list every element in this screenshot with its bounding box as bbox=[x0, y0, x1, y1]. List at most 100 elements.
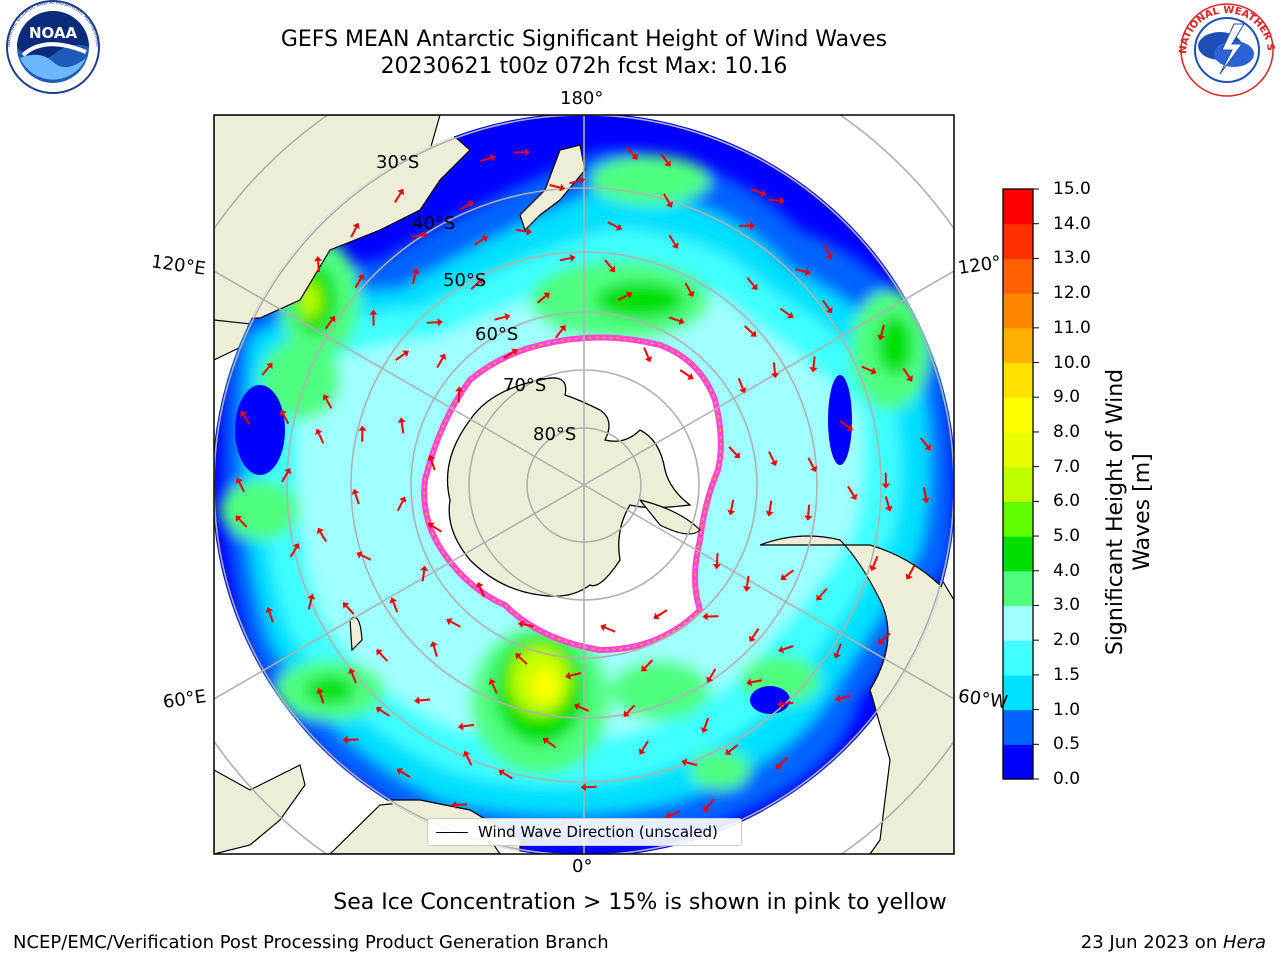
colorbar-swatch bbox=[1003, 362, 1033, 398]
arrow-head-icon bbox=[543, 292, 550, 299]
wave-direction-arrow bbox=[715, 553, 719, 565]
colorbar-swatch bbox=[1003, 327, 1033, 364]
arrow-head-icon bbox=[712, 563, 721, 570]
wave-direction-arrow bbox=[663, 193, 671, 204]
wave-direction-arrow bbox=[822, 299, 831, 310]
wave-direction-arrow bbox=[744, 325, 754, 335]
parallel-label: 50°S bbox=[443, 270, 487, 291]
wave-direction-arrow bbox=[396, 500, 404, 512]
antarctica bbox=[446, 377, 692, 597]
colorbar-swatch bbox=[1003, 466, 1033, 502]
chart-title: GEFS MEAN Antarctic Significant Height o… bbox=[280, 27, 888, 52]
wave-direction-arrow bbox=[354, 277, 362, 289]
arrow-head-icon bbox=[644, 356, 653, 363]
arrow-head-icon bbox=[352, 222, 360, 230]
arrow-head-icon bbox=[402, 350, 409, 357]
colorbar-swatch bbox=[1003, 536, 1033, 572]
colorbar-tick-label: 10.0 bbox=[1053, 352, 1091, 373]
colorbar-tick-label: 0.5 bbox=[1053, 734, 1081, 755]
arrow-head-icon bbox=[488, 678, 496, 686]
arrow-head-icon bbox=[316, 688, 324, 695]
wave-direction-arrow bbox=[656, 609, 668, 617]
arrow-head-icon bbox=[804, 515, 813, 521]
wave-direction-arrow bbox=[478, 586, 485, 598]
colorbar-swatch bbox=[1003, 744, 1033, 780]
wave-direction-arrow bbox=[919, 437, 929, 448]
wave-direction-arrow bbox=[432, 645, 438, 657]
wave-direction-arrow bbox=[779, 307, 790, 316]
wave-direction-arrow bbox=[459, 203, 471, 211]
arrow-head-icon bbox=[307, 593, 316, 600]
arrow-head-icon bbox=[375, 706, 383, 714]
arrow-head-icon bbox=[725, 748, 732, 755]
wave-direction-arrow bbox=[823, 244, 831, 256]
wave-direction-arrow bbox=[750, 679, 763, 684]
arrow-head-icon bbox=[458, 722, 464, 731]
wave-direction-arrow bbox=[737, 378, 744, 389]
wave-direction-arrow bbox=[751, 628, 760, 639]
arrow-head-icon bbox=[322, 394, 330, 401]
wave-direction-arrow bbox=[908, 565, 916, 576]
arrow-head-icon bbox=[574, 702, 581, 711]
colorbar-tick-label: 12.0 bbox=[1053, 283, 1091, 304]
wave-direction-arrow bbox=[607, 221, 619, 228]
wave-direction-arrow bbox=[569, 179, 581, 185]
arrow-head-icon bbox=[749, 635, 756, 642]
wave-direction-arrow bbox=[847, 485, 855, 497]
arrow-head-icon bbox=[750, 330, 757, 337]
arrow-head-icon bbox=[411, 268, 420, 275]
wave-direction-arrow bbox=[872, 556, 879, 567]
arrow-head-icon bbox=[422, 231, 428, 240]
arrow-head-icon bbox=[348, 668, 356, 675]
arrow-head-icon bbox=[733, 452, 740, 459]
colorbar-swatch bbox=[1003, 223, 1033, 260]
arrow-head-icon bbox=[314, 256, 323, 262]
wave-direction-arrow bbox=[325, 398, 333, 409]
arrow-head-icon bbox=[525, 148, 530, 157]
wave-direction-arrow bbox=[400, 422, 405, 434]
meridian-label-0: 0° bbox=[572, 856, 593, 877]
wave-direction-arrow bbox=[626, 147, 636, 157]
wave-direction-arrow bbox=[319, 531, 327, 543]
wave-direction-arrow bbox=[549, 184, 561, 189]
arrow-head-icon bbox=[881, 483, 890, 489]
arrow-head-icon bbox=[906, 375, 913, 382]
arrow-head-icon bbox=[284, 468, 292, 475]
wave-direction-arrow bbox=[379, 709, 390, 717]
colorbar-swatch bbox=[1003, 709, 1033, 745]
graticule bbox=[214, 115, 954, 854]
arrow-head-icon bbox=[779, 196, 785, 205]
wave-direction-arrow bbox=[392, 601, 399, 613]
wave-direction-arrow bbox=[307, 598, 313, 610]
wave-direction-arrow bbox=[746, 276, 755, 287]
arrow-head-icon bbox=[770, 459, 778, 466]
wave-direction-arrow bbox=[818, 587, 828, 598]
wave-direction-arrow bbox=[703, 717, 710, 729]
arrow-head-icon bbox=[751, 283, 758, 290]
arrow-head-icon bbox=[451, 800, 457, 809]
arrow-head-icon bbox=[600, 623, 607, 632]
arrow-head-icon bbox=[850, 493, 858, 500]
colorbar-swatch bbox=[1003, 293, 1033, 329]
wave-direction-arrow bbox=[660, 153, 669, 164]
colorbar-swatch bbox=[1003, 570, 1033, 607]
arrow-head-icon bbox=[700, 727, 709, 733]
wave-direction-arrow bbox=[354, 493, 360, 505]
wave-direction-arrow bbox=[317, 261, 320, 273]
arrow-head-icon bbox=[414, 696, 420, 705]
arrow-head-icon bbox=[877, 334, 885, 341]
arrow-head-icon bbox=[569, 254, 576, 262]
meridian-label-180: 180° bbox=[560, 88, 604, 109]
arrow-head-icon bbox=[579, 176, 585, 185]
arrow-head-icon bbox=[665, 812, 672, 820]
wave-direction-arrow bbox=[400, 770, 411, 779]
colorbar-tick-label: 7.0 bbox=[1053, 456, 1081, 477]
arrow-head-icon bbox=[235, 477, 243, 484]
wave-direction-arrow bbox=[669, 316, 681, 323]
arrow-head-icon bbox=[608, 265, 616, 273]
map-legend: Wind Wave Direction (unscaled) bbox=[427, 818, 742, 846]
arrow-head-icon bbox=[518, 620, 524, 628]
colorbar-tick-label: 1.0 bbox=[1053, 699, 1081, 720]
arrow-head-icon bbox=[869, 565, 877, 572]
wave-direction-arrow bbox=[546, 740, 557, 749]
